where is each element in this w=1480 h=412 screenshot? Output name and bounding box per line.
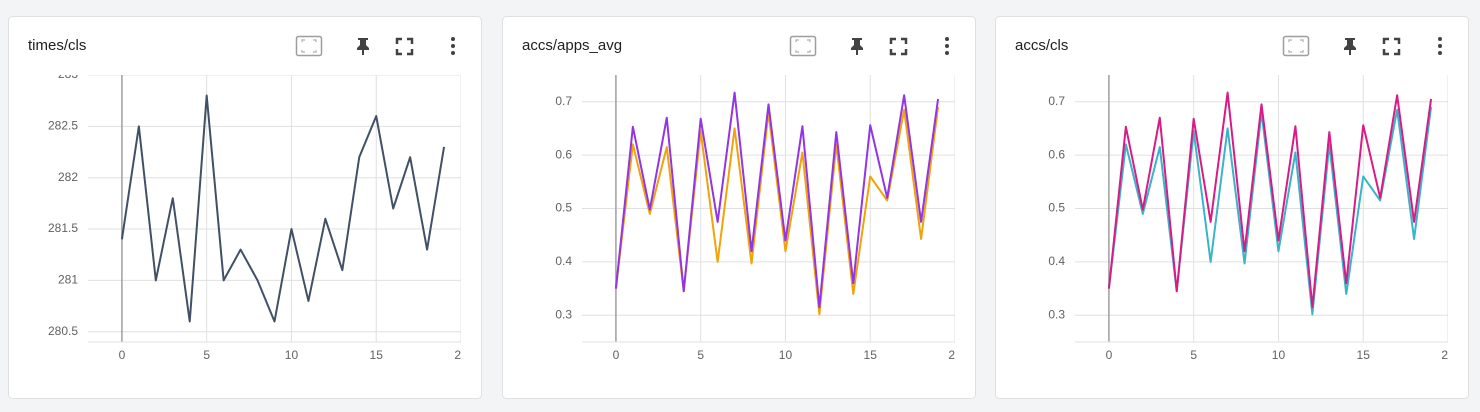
y-tick-label: 0.4 (555, 254, 572, 268)
icon (1282, 35, 1310, 57)
y-tick-label: 283 (58, 67, 78, 81)
y-tick-label: 0.6 (1048, 147, 1065, 161)
y-tick-label: 0.5 (555, 201, 572, 215)
icon (945, 51, 949, 55)
fit-button[interactable] (295, 35, 323, 57)
x-tick-label: 5 (203, 348, 210, 362)
icon (395, 37, 414, 56)
plot (1107, 91, 1433, 316)
line-series (614, 91, 940, 309)
x-tick-label: 5 (1190, 348, 1197, 362)
line-series (1107, 91, 1433, 309)
x-tick-label: 20 (948, 348, 962, 362)
x-tick-label: 10 (1272, 348, 1286, 362)
card (995, 16, 1469, 399)
y-tick-label: 0.3 (1048, 307, 1065, 321)
icon (451, 51, 455, 55)
chart-title: accs/cls (1015, 37, 1068, 54)
icon (451, 44, 455, 48)
x-tick-label: 20 (1441, 348, 1455, 362)
chart-title: times/cls (28, 37, 86, 54)
tick-labels: 0.3 0.4 0.5 0.6 0.7 0 5 10 15 20 (1048, 94, 1455, 362)
icon (1438, 37, 1442, 41)
pin-button[interactable] (1344, 38, 1356, 55)
x-tick-label: 15 (1357, 348, 1371, 362)
icon (1288, 39, 1304, 53)
pin-button[interactable] (851, 38, 863, 55)
x-tick-label: 5 (697, 348, 704, 362)
chart-card: times/cls280.5281281.5282282.52830510152… (8, 16, 482, 399)
plot (120, 94, 446, 323)
grid (582, 75, 955, 342)
icon (889, 37, 908, 56)
fullscreen-button[interactable] (395, 37, 414, 56)
plot (614, 91, 940, 316)
icon (945, 44, 949, 48)
icon (301, 39, 317, 53)
icon (1344, 38, 1356, 55)
icon (945, 37, 949, 41)
x-tick-label: 10 (779, 348, 793, 362)
more-button[interactable] (1438, 37, 1442, 55)
y-tick-label: 281.5 (48, 221, 78, 235)
y-tick-label: 280.5 (48, 324, 78, 338)
line-series (120, 94, 446, 323)
chart-card: accs/cls 0.3 0.4 0.5 0.6 0.7 0 5 10 15 20 (995, 16, 1469, 399)
y-tick-label: 0.7 (1048, 94, 1065, 108)
icon (357, 38, 369, 55)
fullscreen-button[interactable] (889, 37, 908, 56)
pin-button[interactable] (357, 38, 369, 55)
x-tick-label: 15 (864, 348, 878, 362)
icon (451, 37, 455, 41)
icon (1438, 44, 1442, 48)
icon (851, 38, 863, 55)
x-tick-label: 10 (285, 348, 299, 362)
y-tick-label: 0.7 (555, 94, 572, 108)
tick-labels: 0.3 0.4 0.5 0.6 0.7 0 5 10 15 20 (555, 94, 962, 362)
more-button[interactable] (451, 37, 455, 55)
y-tick-label: 281 (58, 273, 78, 287)
line-series (614, 106, 940, 316)
y-tick-label: 0.6 (555, 147, 572, 161)
tick-labels: 280.5 281 281.5 282 282.5 283 0 5 10 15 20 (48, 67, 468, 362)
y-tick-label: 0.5 (1048, 201, 1065, 215)
x-tick-label: 20 (454, 348, 468, 362)
icon (789, 35, 817, 57)
icon (295, 35, 323, 57)
y-tick-label: 282 (58, 170, 78, 184)
more-button[interactable] (945, 37, 949, 55)
fullscreen-button[interactable] (1382, 37, 1401, 56)
x-tick-label: 0 (1106, 348, 1113, 362)
fit-button[interactable] (1282, 35, 1310, 57)
chart-title: accs/apps_avg (522, 37, 622, 54)
x-tick-label: 0 (613, 348, 620, 362)
grid (1075, 75, 1448, 342)
y-tick-label: 0.3 (555, 307, 572, 321)
chart-card: accs/apps_avg 0.3 0.4 0.5 0.6 0.7 0 5 10 15 20 (502, 16, 976, 399)
grid (88, 75, 461, 342)
card (8, 16, 482, 399)
icon (795, 39, 811, 53)
icon (1438, 51, 1442, 55)
y-tick-label: 282.5 (48, 119, 78, 133)
x-tick-label: 0 (119, 348, 126, 362)
icon (1382, 37, 1401, 56)
y-tick-label: 0.4 (1048, 254, 1065, 268)
fit-button[interactable] (789, 35, 817, 57)
card (502, 16, 976, 399)
x-tick-label: 15 (370, 348, 384, 362)
line-series (1107, 106, 1433, 316)
